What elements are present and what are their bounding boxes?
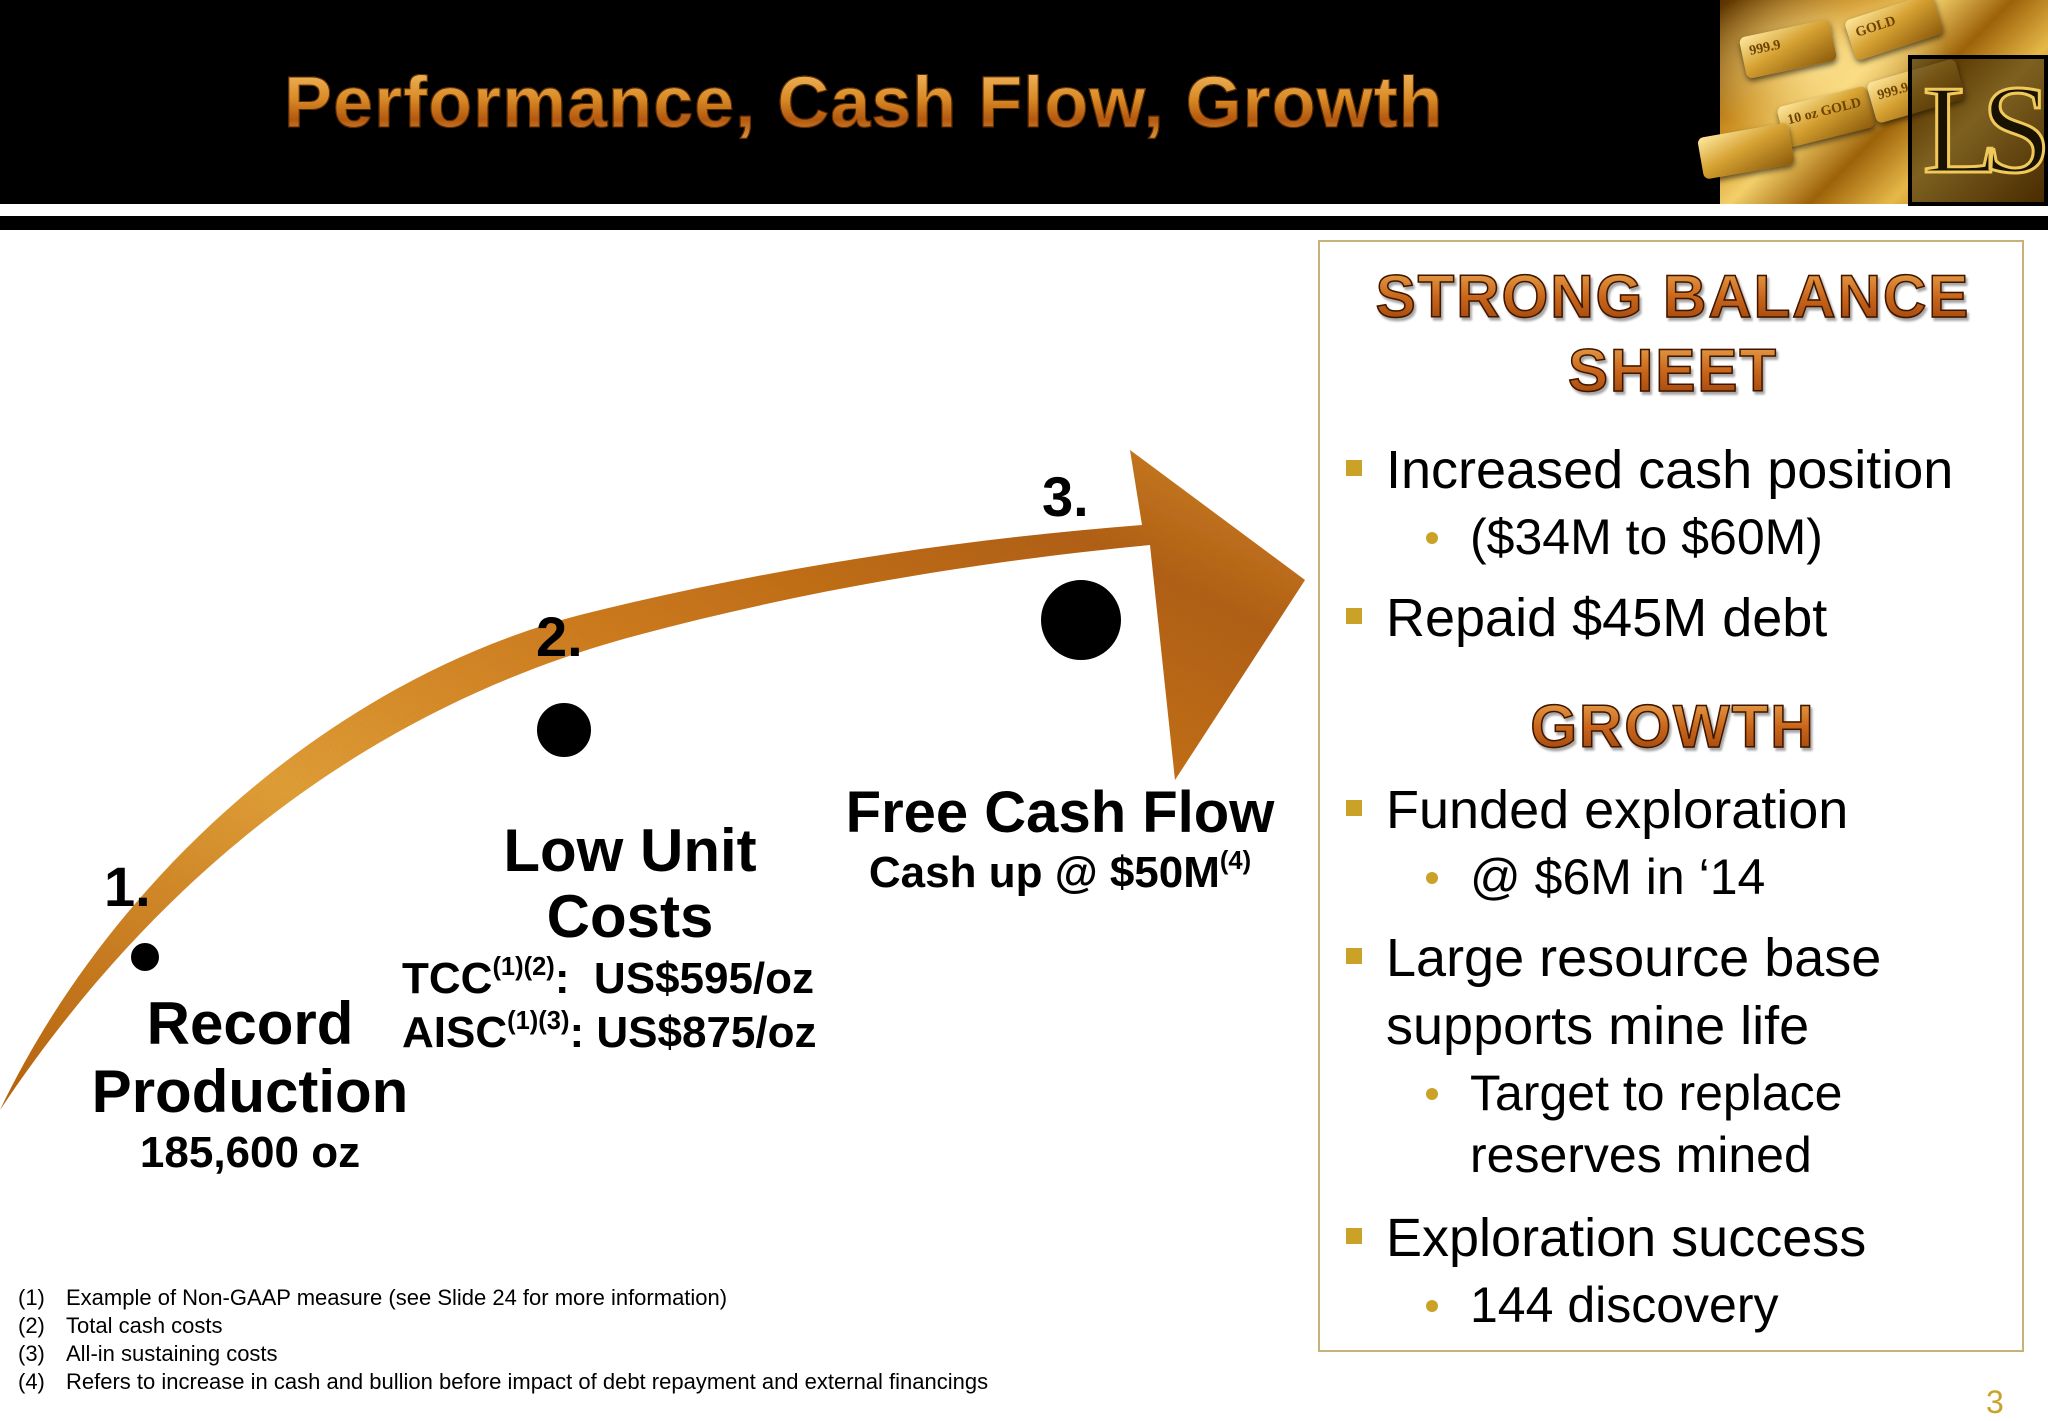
logo-text: LS [1921, 60, 2048, 200]
step-1-title-line2: Production [91, 1058, 409, 1125]
square-bullet-icon [1346, 948, 1362, 964]
step-3-subtitle: Cash up @ $50M(4) [820, 848, 1300, 898]
gold-bar-label: GOLD [1853, 13, 1898, 41]
milestone-dot-2 [533, 699, 595, 761]
footnote-number: (4) [18, 1369, 45, 1394]
metric-label: AISC [402, 1008, 508, 1057]
heading-strong-balance-line1: STRONG BALANCE [1320, 260, 2026, 334]
round-bullet-icon [1426, 1088, 1438, 1100]
footnote-1: (1) Example of Non-GAAP measure (see Slid… [18, 1284, 988, 1312]
footnote-text: Total cash costs [66, 1313, 223, 1338]
step-2-title-line2: Costs [546, 883, 714, 950]
arrow-shape [0, 450, 1305, 1110]
footnote-4: (4) Refers to increase in cash and bullio… [18, 1368, 988, 1396]
gold-bar [1697, 122, 1795, 180]
bullet-resource-base-line2: supports mine life [1386, 996, 1810, 1056]
step-2-metric-tcc: TCC(1)(2): US$595/oz [402, 953, 815, 1003]
square-bullet-icon [1346, 1228, 1362, 1244]
square-bullet-icon [1346, 608, 1362, 624]
metric-value: US$875/oz [596, 1008, 817, 1057]
footnote-2: (2) Total cash costs [18, 1312, 988, 1340]
slide-header: Performance, Cash Flow, Growth 999.9 GOL… [0, 0, 2048, 206]
footnote-text: Example of Non-GAAP measure (see Slide 2… [66, 1285, 728, 1310]
sub-bullet-exploration-amount: @ $6M in ‘14 [1470, 849, 1766, 905]
round-bullet-icon [1426, 872, 1438, 884]
step-1-number: 1. [104, 855, 151, 918]
milestone-dot-3 [1037, 576, 1125, 664]
footnote-3: (3) All-in sustaining costs [18, 1340, 988, 1368]
footnotes: (1) Example of Non-GAAP measure (see Slid… [18, 1284, 988, 1396]
bullet-repaid-debt: Repaid $45M debt [1386, 588, 1828, 648]
step-3-title: Free Cash Flow [845, 780, 1275, 845]
sub-bullet-replace-reserves-line2: reserves mined [1470, 1127, 1812, 1183]
footnote-number: (1) [18, 1285, 45, 1310]
footnote-ref: (1)(2) [492, 953, 555, 982]
gold-bar-label: 999.9 [1748, 37, 1783, 59]
slide-title: Performance, Cash Flow, Growth [284, 63, 1444, 144]
gold-bar-label: 999.9 [1875, 80, 1911, 104]
header-divider [0, 216, 2048, 230]
step-2-number: 2. [536, 605, 583, 668]
bullet-funded-exploration: Funded exploration [1386, 780, 1849, 840]
gold-bar: 999.9 [1738, 18, 1838, 80]
footnote-text: All-in sustaining costs [66, 1341, 278, 1366]
round-bullet-icon [1426, 1300, 1438, 1312]
gold-bar: GOLD [1843, 0, 1945, 62]
round-bullet-icon [1426, 532, 1438, 544]
company-logo: LS [1908, 55, 2048, 206]
bullet-increased-cash: Increased cash position [1386, 440, 1954, 500]
sub-bullet-cash-range: ($34M to $60M) [1470, 509, 1823, 565]
footnote-number: (3) [18, 1341, 45, 1366]
sub-bullet-discovery: 144 discovery [1470, 1277, 1779, 1333]
heading-strong-balance-line2: SHEET [1320, 334, 2026, 408]
step-3-number: 3. [1042, 465, 1089, 528]
footnote-ref: (4) [1219, 847, 1252, 876]
metric-value: US$595/oz [593, 954, 815, 1003]
page-number: 3 [1986, 1384, 2004, 1420]
metric-label: TCC [402, 954, 493, 1003]
footnote-text: Refers to increase in cash and bullion b… [66, 1369, 989, 1394]
square-bullet-icon [1346, 800, 1362, 816]
footnote-number: (2) [18, 1313, 45, 1338]
gold-bar-label: 10 oz GOLD [1785, 95, 1863, 129]
balance-growth-panel: STRONG BALANCE SHEET Increased cash posi… [1318, 240, 2024, 1352]
sub-bullet-replace-reserves-line1: Target to replace [1470, 1065, 1843, 1121]
square-bullet-icon [1346, 460, 1362, 476]
subtitle-text: Cash up @ $50M [868, 848, 1220, 897]
step-2-metric-aisc: AISC(1)(3): US$875/oz [402, 1007, 817, 1057]
step-2-title-line1: Low Unit [503, 817, 757, 884]
step-1-title-line1: Record [146, 990, 354, 1057]
milestone-dot-1 [127, 939, 163, 975]
gold-bar: 10 oz GOLD [1776, 85, 1876, 149]
growth-arrow-graphic [0, 450, 1305, 1110]
step-1-subtitle: 185,600 oz [139, 1128, 361, 1177]
footnote-ref: (1)(3) [507, 1007, 570, 1036]
bullet-exploration-success: Exploration success [1386, 1208, 1867, 1268]
bullet-resource-base-line1: Large resource base [1386, 928, 1882, 988]
heading-growth: GROWTH [1320, 690, 2026, 764]
